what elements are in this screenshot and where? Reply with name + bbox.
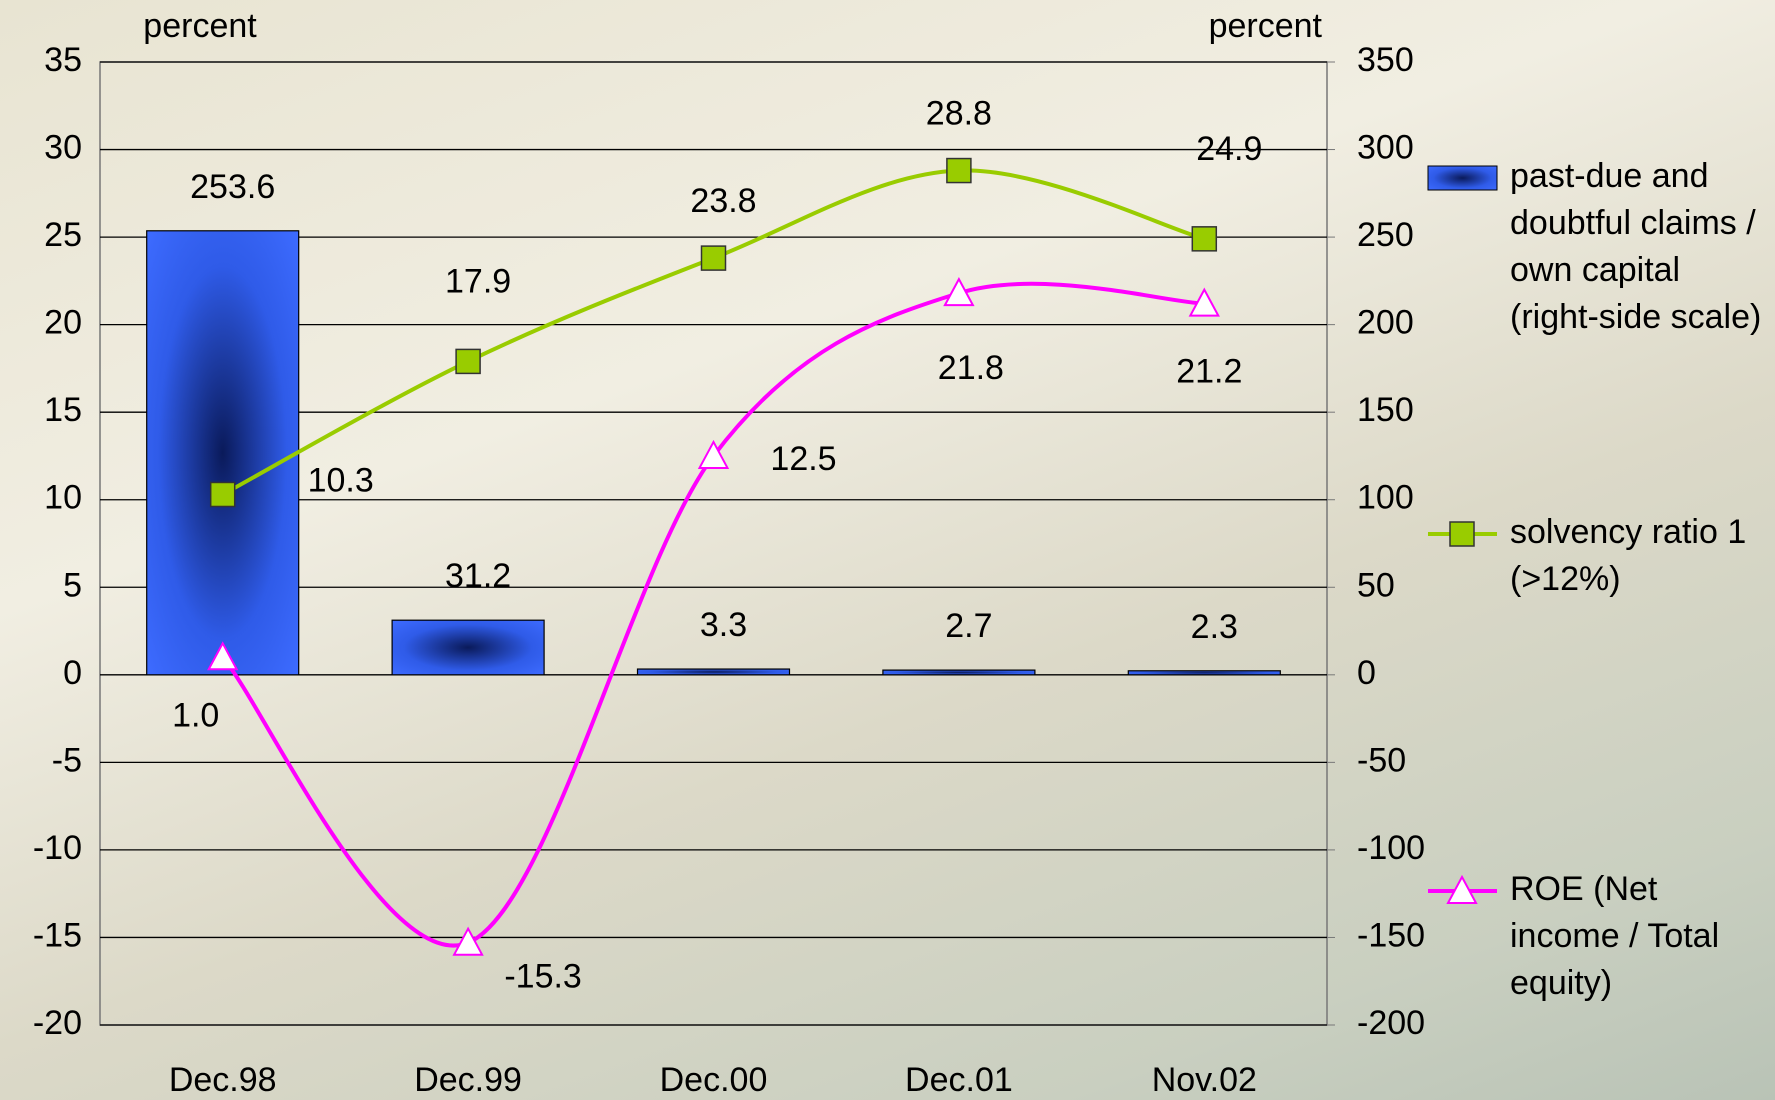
marker [697,439,730,469]
y-tick-label: 30 [44,129,82,167]
y-tick-label: 5 [63,566,82,604]
data-label: -15.3 [504,958,582,996]
y2-tick-label: 150 [1357,391,1414,429]
marker [1191,226,1218,252]
marker [207,641,239,671]
legend-label: ROE (Net income / Total equity) [1510,870,1720,1002]
marker [1188,287,1220,317]
y2-tick-label: 200 [1357,304,1414,342]
y-tick-label: -10 [33,829,82,867]
x-tick-label: Dec.00 [660,1061,768,1099]
data-label: 23.8 [690,182,756,220]
y2-tick-label: 100 [1357,479,1414,517]
marker [943,277,975,307]
bar [1127,670,1281,676]
marker [209,481,236,508]
y-tick-label: 15 [44,391,82,429]
data-label: 2.3 [1191,608,1238,646]
data-label: 1.0 [172,696,219,734]
y-tick-label: -20 [33,1004,82,1042]
data-label: 21.2 [1176,353,1242,391]
y2-tick-label: -200 [1357,1004,1425,1042]
legend-label: past-due and doubtful claims / own capit… [1510,157,1762,336]
x-tick-label: Dec.98 [169,1061,277,1099]
marker [455,348,481,375]
y-tick-label: 0 [63,654,82,692]
x-tick-label: Dec.99 [414,1061,522,1099]
y2-tick-label: 350 [1357,41,1414,79]
y2-tick-label: -100 [1357,829,1425,867]
legend-marker [1446,874,1478,904]
y2-tick-label: -50 [1357,741,1406,779]
data-label: 2.7 [945,607,992,645]
marker [452,926,484,956]
legend-label: solvency ratio 1 (>12%) [1510,513,1747,598]
bar [636,668,791,676]
y-tick-label: 20 [44,304,82,342]
data-label: 12.5 [770,440,836,478]
y-tick-label: 10 [44,479,82,517]
marker [946,157,972,184]
y-tick-label: -15 [33,916,82,954]
y-tick-label: -5 [52,741,82,779]
data-label: 3.3 [700,606,747,644]
bar [882,669,1036,676]
y2-axis-label: percent [1209,7,1323,45]
x-tick-label: Dec.01 [905,1061,1013,1099]
data-label: 28.8 [926,95,992,133]
bar [391,619,545,676]
y-tick-label: 35 [44,41,82,79]
y-tick-label: 25 [44,216,82,254]
data-label: 24.9 [1196,130,1262,168]
data-label: 253.6 [190,168,275,206]
line [221,281,1205,948]
data-label: 17.9 [445,262,511,300]
data-label: 31.2 [445,557,511,595]
y2-tick-label: 250 [1357,216,1414,254]
y2-tick-label: 0 [1357,654,1376,692]
data-label: 10.3 [308,461,374,499]
legend-marker [1449,521,1475,547]
y2-tick-label: 300 [1357,129,1414,167]
legend-swatch [1427,165,1498,191]
bar [146,230,300,676]
y2-tick-label: 50 [1357,566,1395,604]
y2-tick-label: -150 [1357,916,1425,954]
data-label: 21.8 [938,349,1004,387]
x-tick-label: Nov.02 [1152,1061,1257,1099]
y-axis-label: percent [143,7,257,45]
marker [700,245,727,271]
